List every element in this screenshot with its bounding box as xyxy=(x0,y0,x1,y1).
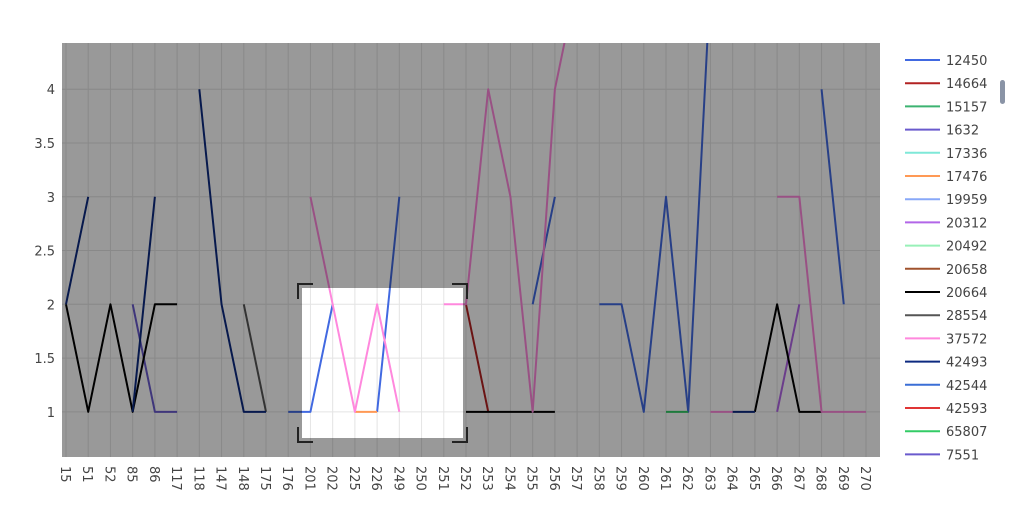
x-tick-label: 257 xyxy=(568,466,583,491)
x-tick-label: 260 xyxy=(635,466,650,491)
x-tick-label: 255 xyxy=(524,466,539,491)
x-tick-label: 176 xyxy=(279,466,294,491)
axes: 15 51 52 85 86 117 118 147 148 175 176 201 202 225 226… xyxy=(34,83,872,491)
x-tick-label: 52 xyxy=(101,466,116,483)
legend-label[interactable]: 37572 xyxy=(946,332,987,347)
x-tick-label: 117 xyxy=(168,466,183,491)
y-tick-label: 2.5 xyxy=(34,245,55,260)
y-tick-label: 2 xyxy=(47,298,55,313)
series-line xyxy=(309,43,866,413)
x-tick-label: 202 xyxy=(324,466,339,491)
x-tick-label: 225 xyxy=(346,466,361,491)
y-tick-label: 1 xyxy=(47,406,55,421)
x-tick-label: 258 xyxy=(590,466,605,491)
y-tick-label: 4 xyxy=(47,83,55,98)
selection-dim xyxy=(62,43,880,457)
legend-scrollbar[interactable] xyxy=(1000,80,1005,104)
legend-label[interactable]: 42593 xyxy=(946,402,987,417)
legend-label[interactable]: 15157 xyxy=(946,100,987,115)
x-tick-label: 86 xyxy=(146,466,161,483)
x-tick-label: 262 xyxy=(679,466,694,491)
x-tick-label: 250 xyxy=(413,466,428,491)
x-tick-label: 268 xyxy=(813,466,828,491)
y-tick-label: 3 xyxy=(47,191,55,206)
legend-label[interactable]: 65807 xyxy=(946,425,987,440)
x-tick-label: 264 xyxy=(724,466,739,491)
legend-label[interactable]: 42493 xyxy=(946,356,987,371)
legend-label[interactable]: 17336 xyxy=(946,147,987,162)
series-line xyxy=(465,304,490,413)
legend-label[interactable]: 14664 xyxy=(946,77,987,92)
legend-label[interactable]: 20658 xyxy=(946,263,987,278)
legend: 12450 14664 15157 1632 17336 17476 19959 20312 2… xyxy=(905,54,987,463)
y-tick-label: 1.5 xyxy=(34,352,55,367)
legend-label[interactable]: 20664 xyxy=(946,286,987,301)
legend-label[interactable]: 19959 xyxy=(946,193,987,208)
x-tick-label: 269 xyxy=(835,466,850,491)
series-line xyxy=(242,304,267,413)
x-tick-label: 175 xyxy=(257,466,272,491)
x-tick-label: 15 xyxy=(57,466,72,483)
grid xyxy=(62,43,880,457)
x-tick-label: 266 xyxy=(768,466,783,491)
x-tick-label: 261 xyxy=(657,466,672,491)
y-tick-label: 3.5 xyxy=(34,137,55,152)
legend-label[interactable]: 20492 xyxy=(946,240,987,255)
x-tick-label: 249 xyxy=(390,466,405,491)
legend-label[interactable]: 28554 xyxy=(946,309,987,324)
x-tick-label: 267 xyxy=(790,466,805,491)
series-line xyxy=(65,89,755,413)
x-tick-label: 253 xyxy=(479,466,494,491)
x-tick-label: 147 xyxy=(213,466,228,491)
x-tick-label: 201 xyxy=(301,466,316,491)
x-tick-label: 252 xyxy=(457,466,472,491)
legend-label[interactable]: 12450 xyxy=(946,54,987,69)
x-tick-label: 263 xyxy=(701,466,716,491)
legend-label[interactable]: 7551 xyxy=(946,448,979,463)
x-tick-label: 226 xyxy=(368,466,383,491)
legend-label[interactable]: 42544 xyxy=(946,379,987,394)
legend-label[interactable]: 1632 xyxy=(946,124,979,139)
x-tick-label: 118 xyxy=(190,466,205,491)
lines xyxy=(65,43,866,413)
x-tick-label: 85 xyxy=(124,466,139,483)
x-tick-label: 256 xyxy=(546,466,561,491)
series-line xyxy=(65,303,822,413)
legend-label[interactable]: 17476 xyxy=(946,170,987,185)
x-tick-label: 259 xyxy=(613,466,628,491)
x-tick-label: 148 xyxy=(235,466,250,491)
x-tick-label: 265 xyxy=(746,466,761,491)
legend-label[interactable]: 20312 xyxy=(946,216,987,231)
x-tick-label: 251 xyxy=(435,466,450,491)
x-tick-label: 254 xyxy=(501,466,516,491)
selection-handles[interactable] xyxy=(297,283,468,443)
x-tick-label: 51 xyxy=(79,466,94,483)
x-tick-label: 270 xyxy=(857,466,872,491)
